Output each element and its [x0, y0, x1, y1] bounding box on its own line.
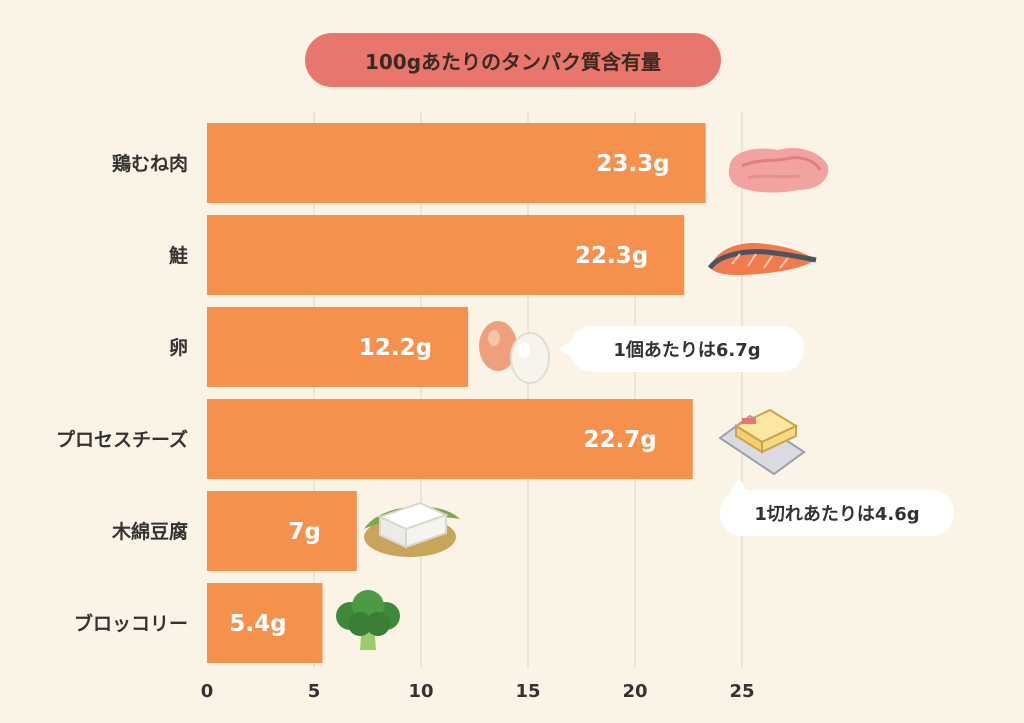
bar-1	[207, 215, 685, 295]
category-label-5: ブロッコリー	[74, 612, 188, 635]
bars: 鶏むね肉 23.3g 鮭 22.3g 卵 12.2g プロセスチーズ 22.7g 木綿豆腐 7g ブ…	[56, 123, 706, 663]
egg-annotation: 1個あたりは6.7g	[558, 326, 804, 372]
bar-0	[207, 123, 706, 203]
salmon-icon	[707, 243, 817, 276]
x-tick-label-3: 15	[515, 681, 540, 702]
x-tick-label-4: 20	[622, 681, 647, 702]
x-tick-label-5: 25	[729, 681, 754, 702]
category-label-2: 卵	[169, 336, 188, 359]
eggs-icon	[479, 321, 550, 384]
x-tick-label-0: 0	[201, 681, 214, 702]
x-axis: 0 5 10 15 20 25	[201, 681, 755, 702]
cheese-annotation: 1切れあたりは4.6g	[720, 478, 954, 536]
broccoli-icon	[336, 590, 400, 650]
value-label-2: 12.2g	[359, 335, 432, 361]
category-label-1: 鮭	[168, 244, 188, 267]
category-label-3: プロセスチーズ	[56, 428, 188, 451]
bar-4	[207, 491, 357, 571]
value-label-0: 23.3g	[596, 151, 669, 177]
cheese-icon	[718, 408, 806, 476]
food-icons	[336, 147, 829, 650]
tofu-icon	[364, 501, 460, 557]
bar-3	[207, 399, 693, 479]
chart-title: 100gあたりのタンパク質含有量	[305, 33, 721, 87]
bar-5	[207, 583, 323, 663]
value-label-5: 5.4g	[229, 611, 286, 637]
x-tick-label-2: 10	[408, 681, 433, 702]
category-label-0: 鶏むね肉	[112, 152, 188, 175]
grid-lines	[313, 112, 743, 668]
x-tick-label-1: 5	[308, 681, 321, 702]
value-label-4: 7g	[288, 519, 320, 545]
chicken-breast-icon	[728, 147, 829, 193]
value-label-3: 22.7g	[584, 427, 657, 453]
bar-2	[207, 307, 469, 387]
category-label-4: 木綿豆腐	[111, 520, 188, 543]
value-label-1: 22.3g	[575, 243, 648, 269]
